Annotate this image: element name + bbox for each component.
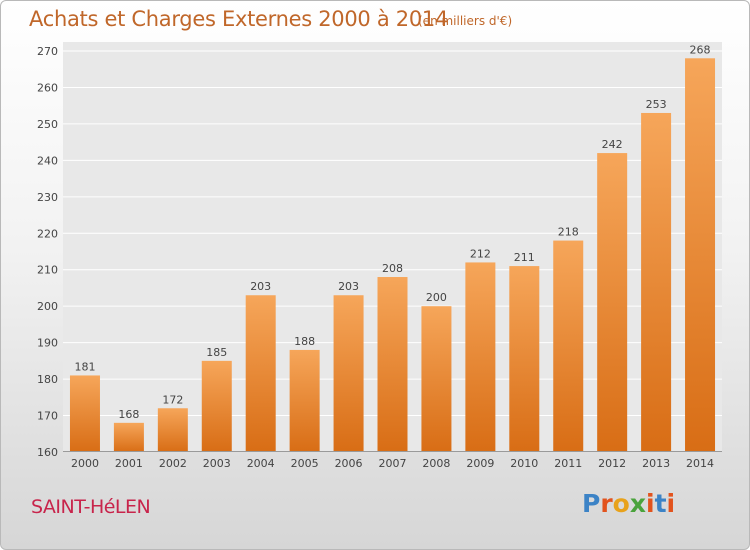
y-tick-label: 170 xyxy=(37,410,58,423)
x-tick-label: 2011 xyxy=(554,457,582,470)
x-tick-label: 2004 xyxy=(247,457,275,470)
bar-2012 xyxy=(597,153,628,452)
logo-letter: P xyxy=(582,489,601,518)
bar-2000 xyxy=(69,375,100,452)
bar-2008 xyxy=(421,306,452,452)
y-tick-label: 210 xyxy=(37,264,58,277)
bar-2003 xyxy=(201,360,232,452)
x-tick-label: 2003 xyxy=(203,457,231,470)
bar-2006 xyxy=(333,295,364,452)
x-tick-label: 2001 xyxy=(115,457,143,470)
logo-letter: i xyxy=(666,489,676,518)
y-tick-label: 270 xyxy=(37,45,58,58)
y-tick-label: 160 xyxy=(37,446,58,459)
bar-2001 xyxy=(113,422,144,452)
x-tick-label: 2012 xyxy=(598,457,626,470)
logo-letter: r xyxy=(600,489,613,518)
bar-2007 xyxy=(377,277,408,452)
bar-chart xyxy=(63,50,722,452)
logo-letter: i xyxy=(646,489,655,518)
x-tick-label: 2014 xyxy=(686,457,714,470)
bar-2014 xyxy=(685,58,716,452)
bar-2013 xyxy=(641,112,672,452)
logo-letter: x xyxy=(629,489,646,518)
y-tick-label: 220 xyxy=(37,227,58,240)
town-name: SAINT-HéLEN xyxy=(31,496,151,518)
bar-2005 xyxy=(289,349,320,452)
x-tick-label: 2010 xyxy=(510,457,538,470)
bar-2011 xyxy=(553,240,584,452)
bar-2002 xyxy=(157,408,188,452)
proxiti-logo: Proxiti xyxy=(582,489,675,518)
x-tick-label: 2008 xyxy=(422,457,450,470)
x-tick-label: 2006 xyxy=(335,457,363,470)
bar-2009 xyxy=(465,262,496,452)
x-tick-label: 2000 xyxy=(71,457,99,470)
y-tick-label: 190 xyxy=(37,337,58,350)
y-tick-label: 250 xyxy=(37,118,58,131)
y-tick-label: 180 xyxy=(37,373,58,386)
y-tick-label: 230 xyxy=(37,191,58,204)
x-tick-label: 2013 xyxy=(642,457,670,470)
bar-2004 xyxy=(245,295,276,452)
x-tick-label: 2009 xyxy=(466,457,494,470)
chart-title: Achats et Charges Externes 2000 à 2014 xyxy=(29,7,449,31)
logo-letter: o xyxy=(612,489,630,518)
x-tick-label: 2005 xyxy=(291,457,319,470)
x-tick-label: 2007 xyxy=(379,457,407,470)
y-tick-label: 260 xyxy=(37,81,58,94)
bar-2010 xyxy=(509,266,540,452)
x-tick-label: 2002 xyxy=(159,457,187,470)
chart-subtitle: (en milliers d'€) xyxy=(418,14,513,28)
plot-area xyxy=(63,42,722,452)
logo-letter: t xyxy=(654,489,667,518)
y-tick-label: 200 xyxy=(37,300,58,313)
y-tick-label: 240 xyxy=(37,154,58,167)
